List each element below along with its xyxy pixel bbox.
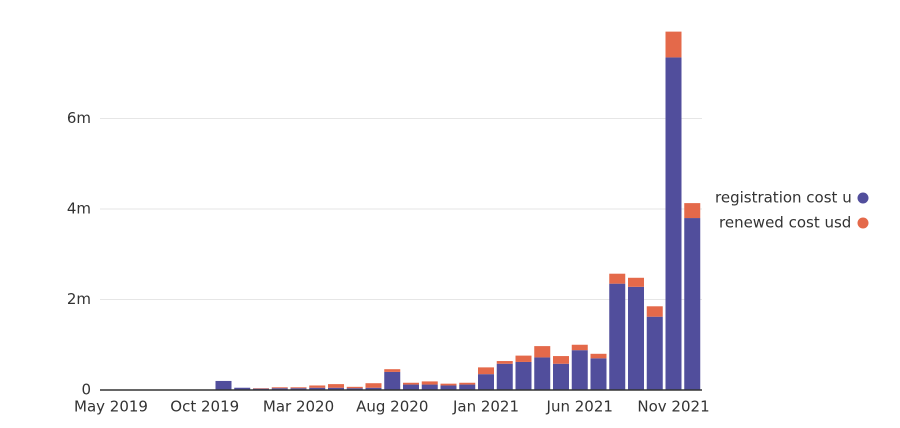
x-tick-label: Jan 2021: [452, 398, 519, 416]
y-tick-label: 6m: [67, 109, 91, 127]
bar: [666, 57, 682, 390]
bar: [384, 369, 400, 372]
bar: [534, 346, 550, 357]
legend: registration cost usd renewed cost usd: [715, 189, 869, 232]
bar: [403, 385, 419, 390]
bar: [403, 383, 419, 385]
bar: [572, 350, 588, 390]
bar: [347, 387, 363, 388]
bar: [441, 384, 457, 386]
x-tick-label: May 2019: [74, 398, 148, 416]
bar: [328, 384, 344, 388]
y-tick-label: 4m: [67, 200, 91, 218]
bar: [684, 203, 700, 218]
bar: [478, 367, 494, 374]
bar: [478, 374, 494, 390]
x-tick-label: Oct 2019: [170, 398, 239, 416]
bar: [384, 372, 400, 390]
bar: [628, 278, 644, 287]
bar: [422, 385, 438, 390]
bar: [591, 354, 607, 359]
bar: [366, 383, 382, 388]
x-tick-label: Nov 2021: [637, 398, 709, 416]
bar: [609, 274, 625, 284]
x-tick-label: Aug 2020: [356, 398, 428, 416]
legend-marker: [858, 218, 869, 229]
y-tick-label: 0: [81, 381, 91, 399]
legend-label: renewed cost usd: [719, 214, 851, 232]
y-tick-label: 2m: [67, 290, 91, 308]
bar: [684, 218, 700, 390]
bar: [497, 361, 513, 364]
bar: [422, 381, 438, 384]
bar: [516, 356, 532, 362]
bar: [309, 385, 325, 387]
bar: [216, 381, 232, 390]
x-tick-label: Mar 2020: [263, 398, 334, 416]
bar: [647, 317, 663, 390]
bar: [459, 385, 475, 390]
bar: [516, 362, 532, 390]
bar: [291, 387, 307, 388]
bar: [272, 387, 288, 388]
bar: [647, 306, 663, 316]
bar: [553, 356, 569, 364]
bar: [572, 345, 588, 350]
legend-marker: [858, 193, 869, 204]
x-tick-label: Jun 2021: [546, 398, 613, 416]
legend-label: registration cost usd: [715, 189, 869, 207]
bar: [628, 287, 644, 390]
bar: [534, 357, 550, 390]
bar: [553, 364, 569, 390]
bar: [609, 284, 625, 390]
bar: [591, 358, 607, 390]
bar: [497, 364, 513, 390]
bar: [459, 383, 475, 385]
bar: [666, 32, 682, 58]
